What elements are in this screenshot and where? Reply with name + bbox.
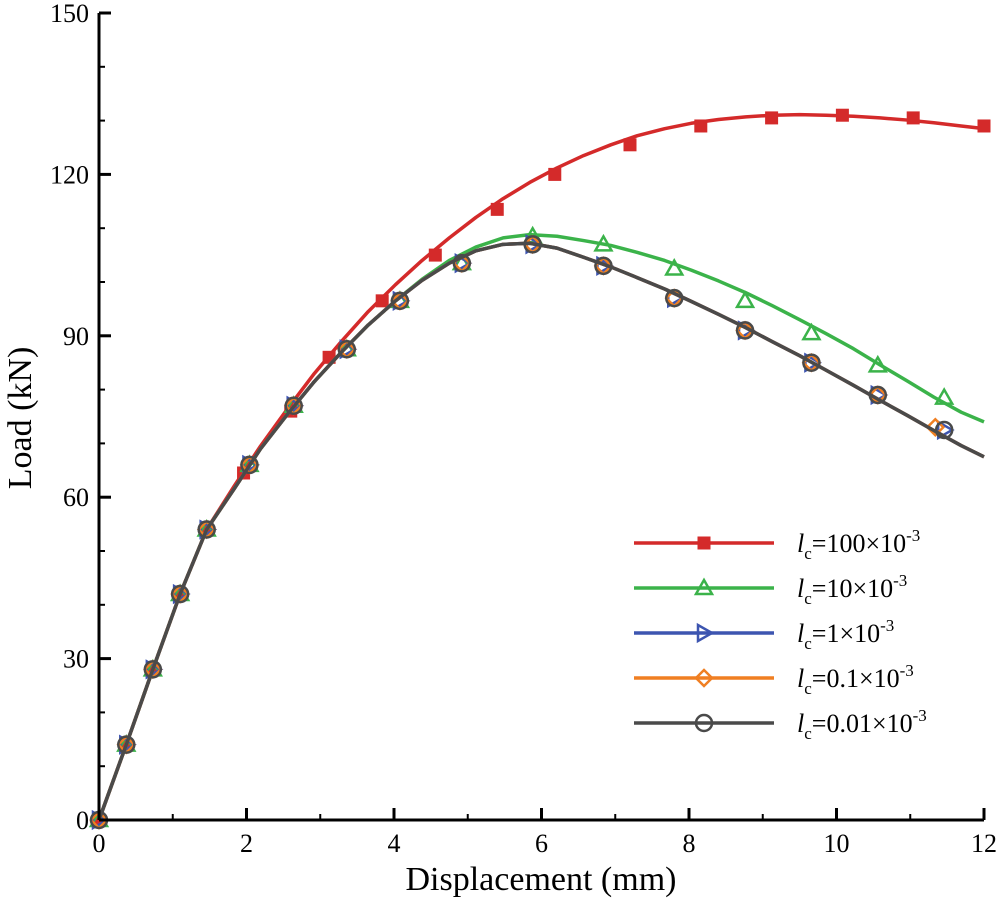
data-point [523, 235, 542, 254]
data-point [428, 248, 442, 262]
data-point [143, 660, 163, 679]
y-tick-label: 30 [63, 645, 89, 674]
data-point [623, 138, 637, 152]
data-point [936, 419, 955, 441]
data-point [694, 119, 708, 133]
plot-area [88, 108, 991, 831]
data-point [925, 417, 946, 438]
legend-label: lc=1×10-3 [797, 616, 894, 653]
data-point [452, 253, 472, 273]
y-tick-label: 150 [50, 0, 89, 28]
legend-marker [697, 536, 711, 550]
legend-entry: lc=10×10-3 [634, 571, 907, 608]
data-point [867, 354, 888, 373]
data-point [765, 111, 779, 125]
legend-entry: lc=1×10-3 [634, 616, 894, 653]
x-tick-label: 8 [683, 829, 696, 858]
data-point [735, 321, 755, 340]
data-point [835, 108, 849, 122]
x-tick-label: 10 [824, 829, 850, 858]
data-point [170, 584, 190, 604]
legend-entry: lc=0.01×10-3 [634, 706, 927, 743]
legend-marker [694, 668, 714, 688]
y-axis-title: Load (kN) [2, 347, 39, 490]
legend-marker [693, 577, 715, 596]
y-tick-label: 60 [63, 483, 89, 512]
legend-entry: lc=0.1×10-3 [634, 661, 914, 698]
data-point [594, 256, 613, 276]
x-tick-label: 12 [971, 829, 997, 858]
legend-label: lc=10×10-3 [797, 571, 907, 608]
data-point [286, 395, 305, 416]
x-tick-label: 2 [240, 829, 253, 858]
legend-label: lc=100×10-3 [797, 526, 920, 563]
data-point [906, 111, 920, 125]
data-point [934, 387, 955, 405]
x-tick-label: 6 [535, 829, 548, 858]
data-point [548, 167, 562, 181]
legend: lc=100×10-3 lc=10×10-3 lc=1×10-3 lc=0.1×10-… [634, 526, 927, 743]
data-point [804, 352, 822, 373]
data-point [977, 119, 991, 133]
data-point [390, 291, 410, 311]
data-point [734, 290, 756, 309]
x-axis-title: Displacement (mm) [406, 861, 677, 898]
data-point [117, 735, 136, 754]
data-point [593, 233, 614, 252]
data-point [802, 353, 821, 372]
data-point [454, 253, 473, 274]
series-4 [89, 235, 985, 830]
data-point [284, 396, 303, 415]
data-point [490, 202, 504, 216]
y-tick-label: 0 [76, 806, 89, 835]
x-tick-label: 4 [388, 829, 401, 858]
legend-marker [696, 622, 715, 644]
legend-label: lc=0.01×10-3 [797, 706, 927, 743]
data-point [664, 258, 685, 276]
data-point [375, 294, 389, 308]
data-point [934, 420, 954, 440]
y-tick-label: 90 [63, 322, 89, 351]
data-point [868, 385, 888, 405]
series-line [97, 241, 985, 821]
data-point [240, 455, 259, 475]
legend-entry: lc=100×10-3 [634, 526, 920, 563]
legend-marker [694, 713, 714, 733]
x-tick-label: 0 [93, 829, 106, 858]
data-point [337, 340, 357, 359]
data-point [665, 288, 684, 308]
data-point [801, 322, 822, 341]
y-tick-label: 120 [50, 160, 89, 189]
legend-label: lc=0.1×10-3 [797, 661, 914, 698]
data-point [596, 255, 614, 277]
data-point [197, 520, 216, 539]
